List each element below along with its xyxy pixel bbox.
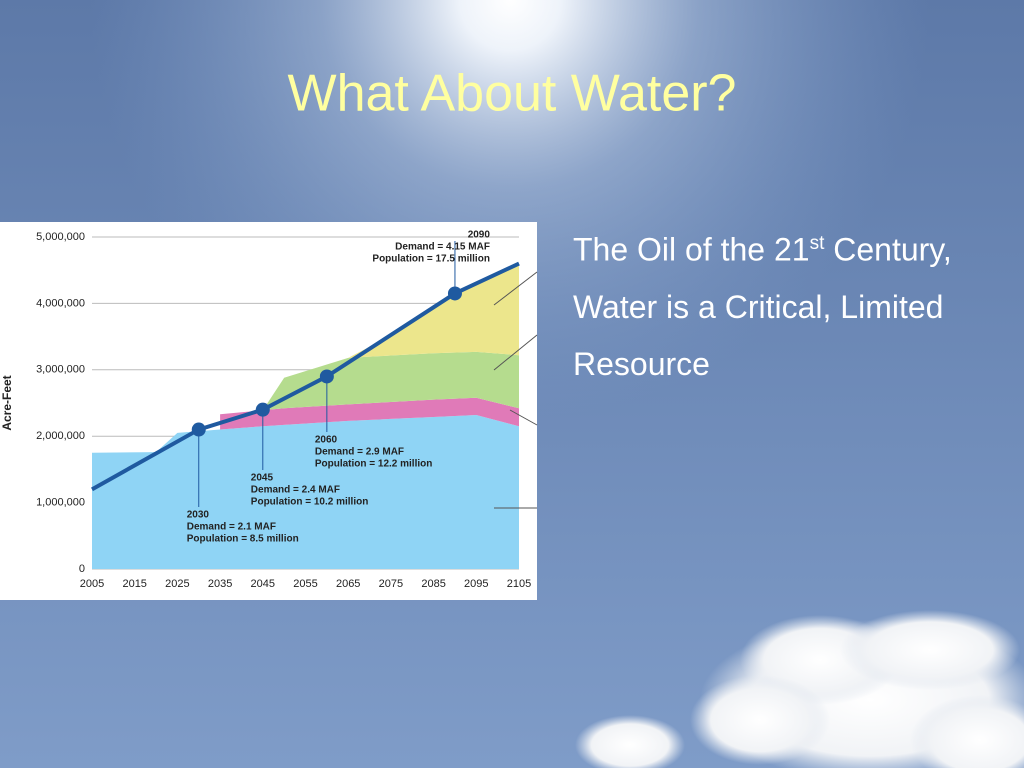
- callouts: [493, 271, 538, 509]
- area: [220, 397, 519, 430]
- annotation: Demand = 2.9 MAF: [315, 447, 404, 458]
- annotation: Population = 10.2 million: [251, 497, 369, 508]
- demand-point: [191, 422, 206, 437]
- demand-point: [319, 369, 334, 384]
- annotation: Demand = 2.4 MAF: [251, 485, 340, 496]
- x-tick-label: 2025: [165, 578, 189, 590]
- x-tick-label: 2005: [80, 578, 104, 590]
- x-tick-label: 2055: [293, 578, 317, 590]
- bullet-line: The Oil of the 21: [573, 231, 810, 268]
- superscript: st: [809, 233, 825, 254]
- y-tick-label: 0: [79, 563, 85, 575]
- x-tick-label: 2015: [122, 578, 146, 590]
- annotation: Population = 8.5 million: [187, 534, 299, 545]
- demand-line: [91, 261, 520, 492]
- annotation: 2045: [251, 473, 274, 484]
- x-tick-label: 2065: [336, 578, 360, 590]
- x-tick-label: 2085: [421, 578, 445, 590]
- annotation: 2060: [315, 435, 338, 446]
- demand-point: [447, 286, 462, 301]
- annotation: Demand = 2.1 MAF: [187, 522, 276, 533]
- x-tick-label: 2045: [251, 578, 275, 590]
- y-tick-label: 1,000,000: [36, 497, 85, 509]
- annotation: 2090: [468, 230, 491, 241]
- plot: 0 1,000,000 2,000,000 3,000,000 4,000,000 5,0…: [0, 230, 531, 590]
- demand-point: [255, 402, 270, 417]
- y-axis-label: Acre-Feet: [0, 375, 14, 430]
- slide-title: What About Water?: [288, 65, 737, 123]
- x-tick-label: 2095: [464, 578, 488, 590]
- annotation: Population = 12.2 million: [315, 459, 433, 470]
- y-tick-label: 5,000,000: [36, 231, 85, 243]
- x-tick-label: 2035: [208, 578, 232, 590]
- clouds: [575, 610, 1024, 768]
- bullet-rest: Century, Water is a Critical, Limited Re…: [573, 231, 952, 382]
- y-tick-label: 2,000,000: [36, 430, 85, 442]
- bullet-text: The Oil of the 21st Century, Water is a …: [573, 215, 973, 393]
- annotation: Demand = 4.15 MAF: [395, 242, 490, 253]
- y-tick-label: 4,000,000: [36, 297, 85, 309]
- x-tick-label: 2075: [379, 578, 403, 590]
- x-tick-label: 2105: [507, 578, 531, 590]
- y-tick-label: 3,000,000: [36, 364, 85, 376]
- annotation: Population = 17.5 million: [372, 254, 490, 265]
- area: [348, 263, 519, 358]
- annotation: 2030: [187, 510, 210, 521]
